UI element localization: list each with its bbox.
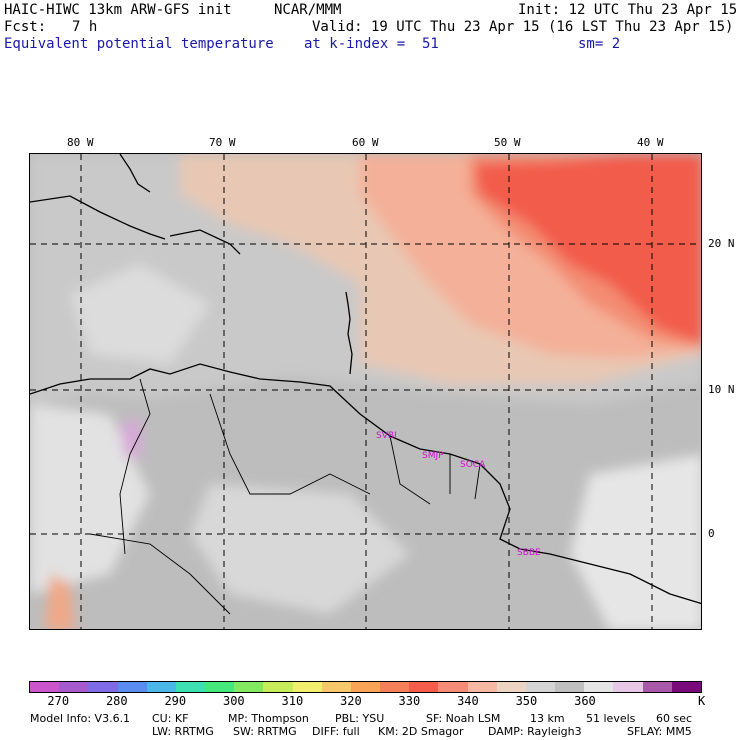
- lw-scheme: LW: RRTMG: [152, 725, 214, 738]
- model-info-label: Model Info: V3.6.1: [30, 712, 131, 725]
- city-label-soca: SOCA: [460, 460, 486, 470]
- colorbar-tick-350: 350: [515, 694, 538, 708]
- coast-lesser-antilles: [345, 291, 353, 375]
- colorbar-swatch-16: [496, 682, 526, 692]
- city-label-smjp: SMJP: [422, 451, 444, 461]
- levels-count: 51 levels: [586, 712, 636, 725]
- valid-time: Valid: 19 UTC Thu 23 Apr 15 (16 LST Thu …: [312, 19, 734, 35]
- city-label-sbbe: SBBE: [517, 548, 541, 558]
- colorbar-swatch-13: [409, 682, 439, 692]
- colorbar-tick-360: 360: [574, 694, 596, 708]
- colorbar-swatch-19: [584, 682, 614, 692]
- city-label-svbi: SVBI: [376, 431, 397, 441]
- theta-e-purple-patch: [120, 419, 142, 459]
- coast-bahamas: [119, 154, 151, 193]
- border-guyana: [389, 435, 431, 505]
- coast-cuba: [30, 195, 166, 240]
- theta-e-coast-warm: [45, 574, 75, 629]
- colorbar: [29, 681, 702, 693]
- level-index: at k-index = 51: [304, 36, 439, 52]
- map-panel: [29, 153, 702, 630]
- colorbar-swatch-17: [525, 682, 556, 692]
- colorbar-tick-270: 270: [47, 694, 70, 708]
- colorbar-swatch-15: [467, 682, 497, 692]
- timestep: 60 sec: [656, 712, 693, 725]
- colorbar-tick-310: 310: [281, 694, 304, 708]
- theta-e-light-east: [570, 454, 701, 629]
- km-option: KM: 2D Smagor: [378, 725, 464, 738]
- coast-hispaniola: [169, 229, 241, 255]
- lon-label-50w: 50 W: [494, 136, 521, 149]
- lat-label-10n: 10 N: [708, 383, 735, 396]
- colorbar-swatch-6: [205, 682, 235, 692]
- smoothing: sm= 2: [578, 36, 621, 52]
- colorbar-swatch-2: [88, 682, 118, 692]
- theta-e-light-central: [190, 484, 410, 614]
- grid-spacing: 13 km: [530, 712, 565, 725]
- colorbar-swatch-1: [59, 682, 89, 692]
- fcst-label: Fcst:: [4, 19, 47, 35]
- colorbar-unit: K: [698, 694, 706, 708]
- diff-option: DIFF: full: [312, 725, 360, 738]
- lon-label-70w: 70 W: [209, 136, 236, 149]
- mp-scheme: MP: Thompson: [228, 712, 309, 725]
- lon-label-40w: 40 W: [637, 136, 664, 149]
- colorbar-swatch-3: [117, 682, 147, 692]
- colorbar-tick-280: 280: [105, 694, 128, 708]
- sf-scheme: SF: Noah LSM: [426, 712, 501, 725]
- colorbar-tick-290: 290: [164, 694, 187, 708]
- colorbar-tick-340: 340: [457, 694, 479, 708]
- colorbar-swatch-4: [146, 682, 176, 692]
- colorbar-swatch-10: [321, 682, 351, 692]
- init-time: Init: 12 UTC Thu 23 Apr 15: [518, 2, 738, 18]
- colorbar-tick-300: 300: [222, 694, 245, 708]
- lat-label-0: 0: [708, 527, 715, 540]
- colorbar-swatch-12: [380, 682, 410, 692]
- colorbar-swatch-7: [234, 682, 264, 692]
- colorbar-swatch-0: [30, 682, 60, 692]
- pbl-scheme: PBL: YSU: [335, 712, 385, 725]
- damp-option: DAMP: Rayleigh3: [488, 725, 582, 738]
- fcst-value: 7 h: [72, 19, 98, 35]
- borders: [89, 378, 481, 615]
- colorbar-tick-330: 330: [398, 694, 421, 708]
- colorbar-swatch-21: [642, 682, 672, 692]
- sw-scheme: SW: RRTMG: [233, 725, 297, 738]
- theta-e-light-west: [30, 404, 150, 594]
- map-svg: [30, 154, 701, 629]
- colorbar-swatch-8: [263, 682, 293, 692]
- colorbar-swatch-9: [292, 682, 322, 692]
- colorbar-swatch-11: [350, 682, 381, 692]
- theta-e-band-328: [475, 154, 701, 344]
- model-title: HAIC-HIWC 13km ARW-GFS init: [4, 2, 232, 18]
- border-french-guiana: [474, 463, 481, 500]
- border-colombia: [119, 378, 151, 555]
- field-name: Equivalent potential temperature: [4, 36, 274, 52]
- colorbar-swatch-14: [438, 682, 468, 692]
- cu-scheme: CU: KF: [152, 712, 189, 725]
- colorbar-swatch-22: [671, 682, 701, 692]
- lon-label-80w: 80 W: [67, 136, 94, 149]
- border-peru: [89, 533, 231, 615]
- graticule: [30, 154, 701, 629]
- org-label: NCAR/MMM: [274, 2, 342, 18]
- colorbar-swatch-18: [555, 682, 585, 692]
- theta-e-light-caribbean: [70, 264, 210, 364]
- lat-label-20n: 20 N: [708, 237, 735, 250]
- lon-label-60w: 60 W: [352, 136, 379, 149]
- sflay-option: SFLAY: MM5: [627, 725, 692, 738]
- colorbar-swatch-5: [175, 682, 206, 692]
- border-venezuela: [209, 393, 371, 495]
- colorbar-swatch-20: [613, 682, 643, 692]
- colorbar-tick-320: 320: [340, 694, 362, 708]
